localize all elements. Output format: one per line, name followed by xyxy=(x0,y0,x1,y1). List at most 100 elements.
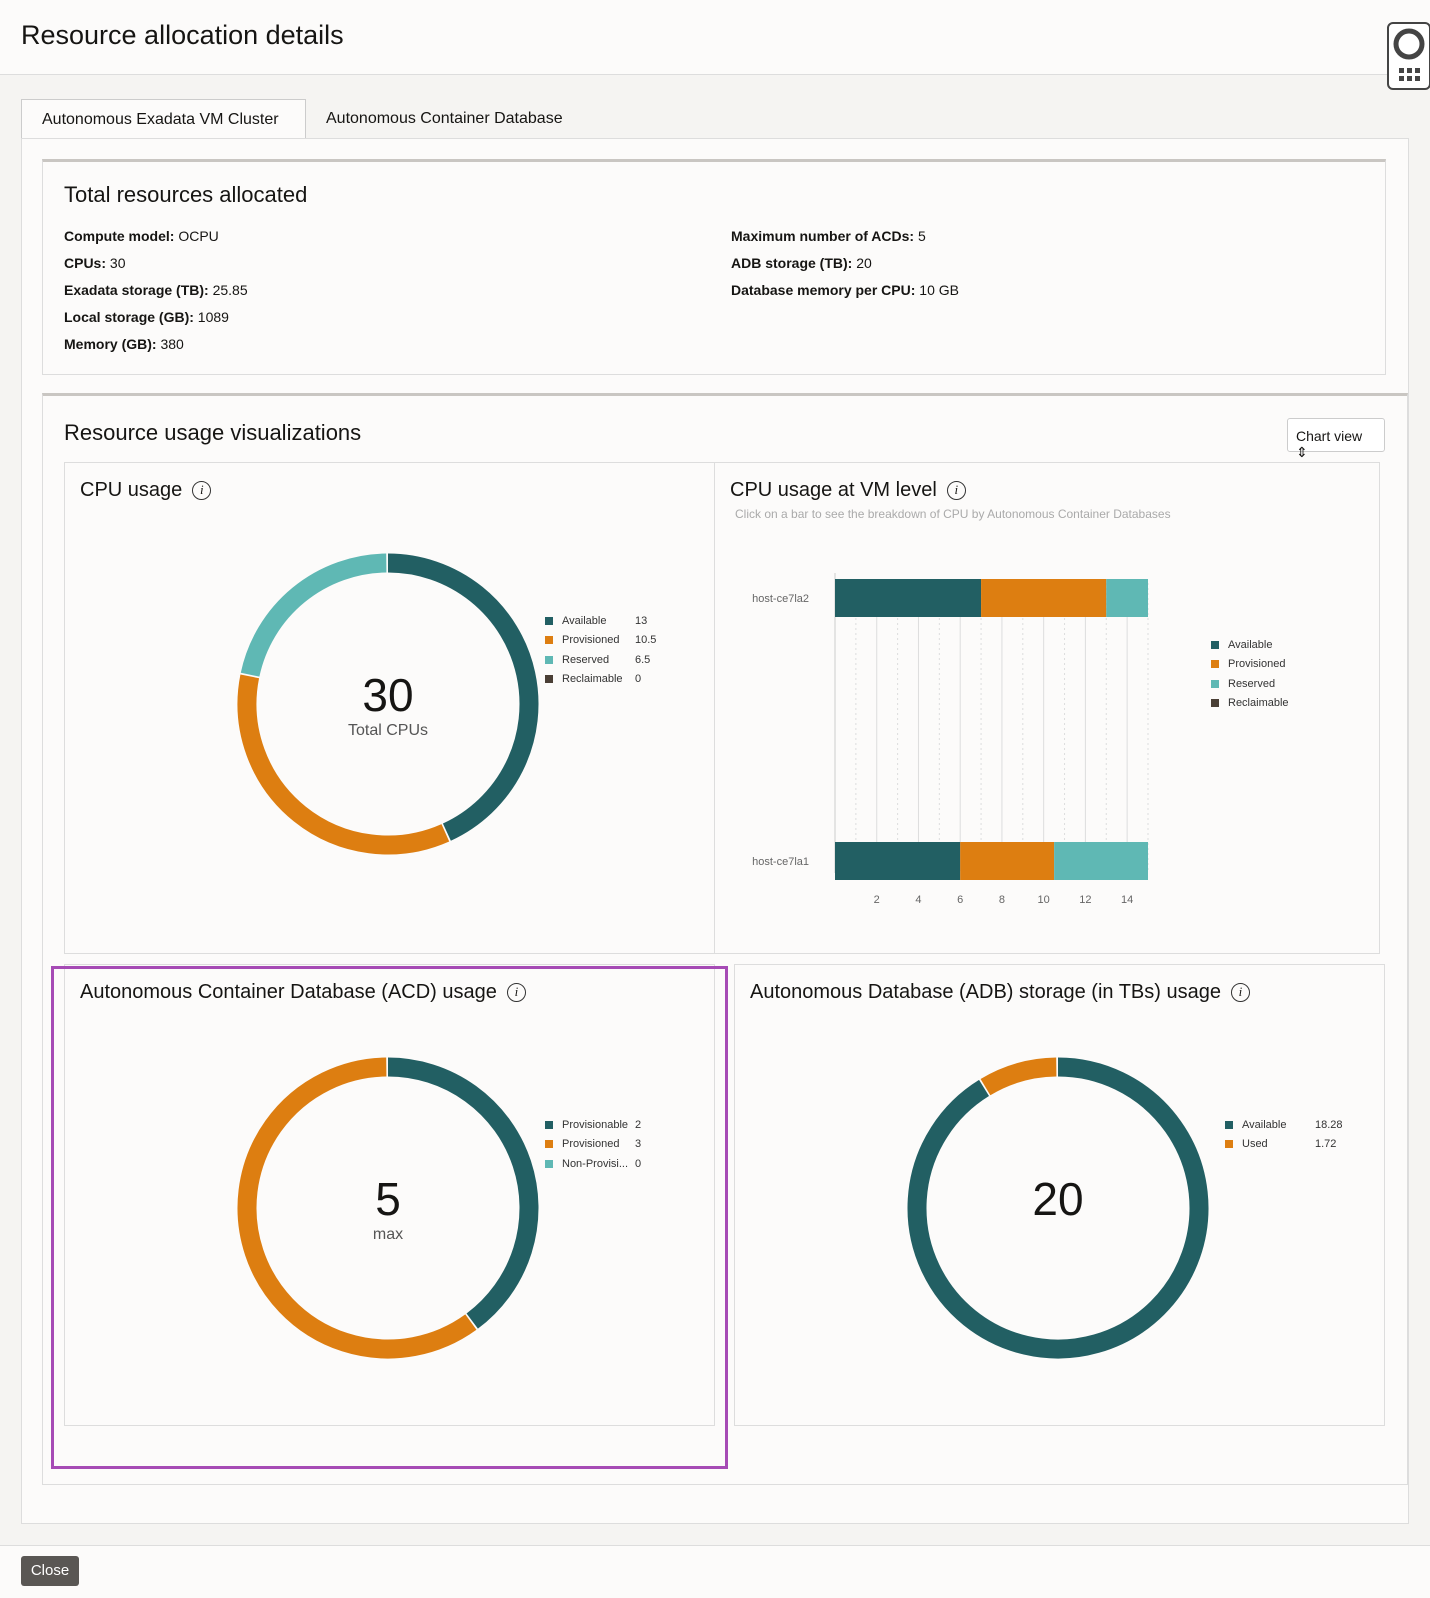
legend: Available Provisioned Reserved Reclaimable xyxy=(1211,635,1289,713)
help-button[interactable] xyxy=(1387,22,1430,90)
center-value: 20 xyxy=(1032,1173,1084,1225)
legend-value: 2 xyxy=(635,1118,642,1131)
donut-slice-available[interactable] xyxy=(907,1057,1209,1359)
legend-swatch xyxy=(1211,679,1219,688)
legend-label: Available xyxy=(1242,1118,1287,1131)
bar-segment-reserved[interactable] xyxy=(1106,579,1148,617)
legend-label: Reclaimable xyxy=(562,673,623,686)
info-icon[interactable]: i xyxy=(1230,983,1250,1002)
property: Database memory per CPU: 10 GB xyxy=(731,282,959,298)
legend-value: 1.72 xyxy=(1315,1138,1337,1151)
legend-label: Reserved xyxy=(1228,677,1276,690)
legend-value: 0 xyxy=(635,673,642,686)
donut-slice-provisioned[interactable] xyxy=(237,1057,477,1359)
legend-item[interactable]: Provisioned 3 xyxy=(545,1135,641,1155)
legend-value: 3 xyxy=(635,1138,642,1151)
donut-slice-used[interactable] xyxy=(980,1057,1057,1096)
donut-slice-provisioned[interactable] xyxy=(237,674,450,855)
legend-item[interactable]: Provisioned xyxy=(1211,655,1289,675)
bar-segment-available[interactable] xyxy=(835,579,982,617)
legend-label: Provisionable xyxy=(562,1118,629,1131)
visualizations-title: Resource usage visualizations xyxy=(64,420,362,445)
legend-item[interactable]: Provisionable 2 xyxy=(545,1115,641,1135)
sort-arrows-icon: ⇕ xyxy=(1296,444,1308,460)
legend-label: Provisioned xyxy=(562,1138,620,1151)
legend-item[interactable]: Reserved xyxy=(1211,674,1289,694)
tab-container-database[interactable]: Autonomous Container Database xyxy=(326,110,563,127)
legend-item[interactable]: Provisioned 10.5 xyxy=(545,631,656,651)
info-icon[interactable]: i xyxy=(946,481,966,500)
legend-swatch xyxy=(545,1159,553,1168)
legend-swatch xyxy=(1225,1120,1233,1129)
center-value: 30 xyxy=(362,669,414,721)
category-label: host-ce7la1 xyxy=(752,856,809,868)
property: Exadata storage (TB): 25.85 xyxy=(64,282,248,298)
x-tick-label: 2 xyxy=(874,894,880,906)
bar-segment-reserved[interactable] xyxy=(1054,842,1148,880)
legend-label: Provisioned xyxy=(1228,658,1286,671)
acd-usage-panel: Autonomous Container Database (ACD) usag… xyxy=(64,964,715,1426)
vm-bar-chart: host-ce7la2 host-ce7la1 2 4 6 8 10 12 14 xyxy=(752,573,1149,906)
total-resources-title: Total resources allocated xyxy=(64,182,308,207)
cpu-vm-level-panel: CPU usage at VM level i Click on a bar to… xyxy=(714,462,1380,954)
property: CPUs: 30 xyxy=(64,255,126,271)
legend-label: Available xyxy=(1228,638,1273,651)
chart-view-select[interactable]: Chart view ⇕ xyxy=(1287,418,1385,460)
chart-subtitle: Click on a bar to see the breakdown of C… xyxy=(735,507,1171,521)
legend-swatch xyxy=(545,1120,553,1129)
bar-segment-available[interactable] xyxy=(835,842,961,880)
visualizations-card: Resource usage visualizations Chart view… xyxy=(42,393,1408,1485)
x-tick-label: 14 xyxy=(1121,894,1133,906)
bar-segment-provisioned[interactable] xyxy=(960,842,1055,880)
legend-label: Non-Provisi... xyxy=(562,1157,629,1170)
legend-value: 0 xyxy=(635,1157,642,1170)
center-label: max xyxy=(372,1226,404,1243)
legend-label: Available xyxy=(562,614,607,627)
legend-item[interactable]: Available 13 xyxy=(545,611,647,631)
cpu-usage-panel: CPU usage i 30 Total CPUs Available 13 Provi… xyxy=(64,462,715,954)
legend-item[interactable]: Available xyxy=(1211,635,1289,655)
legend-swatch xyxy=(1225,1140,1233,1149)
tab-exadata-vm-cluster[interactable]: Autonomous Exadata VM Cluster xyxy=(21,99,306,139)
legend-item[interactable]: Used 1.72 xyxy=(1225,1135,1336,1155)
highlight-box xyxy=(51,966,728,1469)
donut-slice-available[interactable] xyxy=(387,553,539,841)
property: Maximum number of ACDs: 5 xyxy=(731,228,926,244)
donut-slice-provisionable[interactable] xyxy=(387,1057,539,1329)
legend-label: Provisioned xyxy=(562,634,620,647)
legend: Available 18.28 Used 1.72 xyxy=(1225,1115,1343,1155)
property: Local storage (GB): 1089 xyxy=(64,309,229,325)
close-button[interactable]: Close xyxy=(21,1556,79,1586)
legend-item[interactable]: Reclaimable xyxy=(1211,694,1289,714)
center-label: Total CPUs xyxy=(347,722,429,739)
x-tick-label: 4 xyxy=(915,894,921,906)
legend-item[interactable]: Available 18.28 xyxy=(1225,1115,1343,1135)
legend-item[interactable]: Reserved 6.5 xyxy=(545,650,650,670)
property: ADB storage (TB): 20 xyxy=(731,255,872,271)
property: Compute model: OCPU xyxy=(64,228,219,244)
legend-swatch xyxy=(545,655,553,664)
donut-slice-reserved[interactable] xyxy=(240,553,387,677)
x-tick-label: 10 xyxy=(1038,894,1050,906)
info-icon[interactable]: i xyxy=(506,983,526,1002)
legend-swatch xyxy=(1211,660,1219,669)
property: Memory (GB): 380 xyxy=(64,336,184,352)
legend-item[interactable]: Reclaimable 0 xyxy=(545,670,641,690)
footer xyxy=(0,1545,1430,1598)
legend-label: Reclaimable xyxy=(1228,697,1289,710)
tab-panel: Total resources allocated Compute model:… xyxy=(21,138,1409,1524)
legend-value: 13 xyxy=(635,614,648,627)
page-title: Resource allocation details xyxy=(21,20,344,50)
legend-swatch xyxy=(545,1140,553,1149)
legend-value: 18.28 xyxy=(1315,1118,1343,1131)
category-label: host-ce7la2 xyxy=(752,593,809,605)
x-tick-label: 8 xyxy=(999,894,1005,906)
bar-segment-provisioned[interactable] xyxy=(981,579,1107,617)
info-icon[interactable]: i xyxy=(192,481,212,500)
legend: Provisionable 2 Provisioned 3 Non-Provisi...… xyxy=(545,1115,641,1174)
legend: Available 13 Provisioned 10.5 Reserved 6.5 Rec… xyxy=(545,611,656,690)
legend-item[interactable]: Non-Provisi... 0 xyxy=(545,1154,641,1174)
x-tick-label: 6 xyxy=(957,894,963,906)
legend-value: 10.5 xyxy=(635,634,657,647)
left-properties: Compute model: OCPU CPUs: 30 Exadata sto… xyxy=(64,223,248,358)
